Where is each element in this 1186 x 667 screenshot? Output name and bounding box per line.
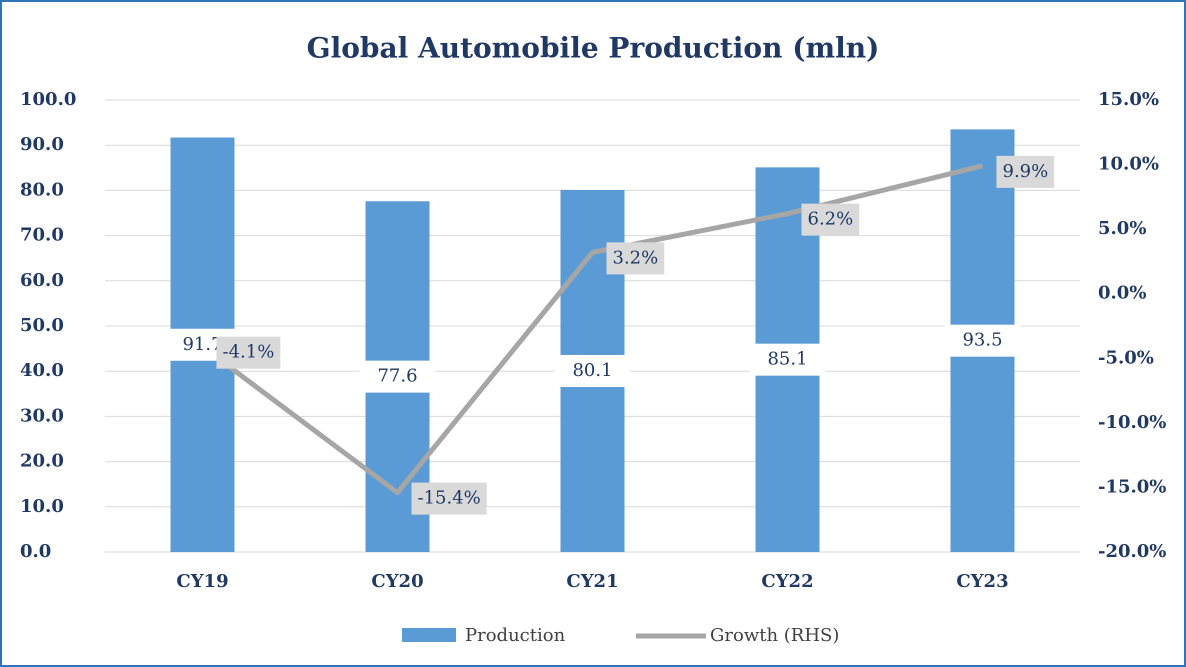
line	[201, 163, 984, 496]
y-tick-label: 30.0	[20, 405, 64, 426]
y-tick-label: 90.0	[20, 134, 64, 155]
line-label-box	[411, 482, 487, 515]
line-label: 9.9%	[1003, 161, 1049, 182]
data-label: 91.7	[182, 334, 222, 355]
legend-swatch	[402, 628, 456, 642]
line-label: 3.2%	[613, 247, 659, 268]
x-tick-label: CY19	[176, 571, 228, 592]
x-tick-label: CY20	[371, 571, 423, 592]
y-tick-label: 40.0	[20, 360, 64, 381]
data-label: 93.5	[962, 330, 1002, 351]
line-label: 6.2%	[808, 209, 854, 230]
y2-tick-label: -20.0%	[1098, 541, 1166, 562]
line-label-box	[801, 203, 860, 236]
data-label-box	[359, 360, 436, 393]
y2-tick-label: 0.0%	[1098, 283, 1146, 304]
line-label: -15.4%	[418, 488, 481, 509]
line-label-box	[606, 242, 665, 275]
legend-label: Production	[465, 625, 566, 646]
chart-title: Global Automobile Production (mln)	[307, 32, 880, 65]
x-tick-label: CY22	[761, 571, 813, 592]
y2-tick-label: 15.0%	[1098, 89, 1159, 110]
legend-label: Growth (RHS)	[710, 625, 839, 646]
x-tick-label: CY23	[956, 571, 1008, 592]
data-label-box	[944, 324, 1021, 357]
y2-tick-label: 5.0%	[1098, 218, 1146, 239]
y-tick-label: 100.0	[20, 89, 76, 110]
y-tick-label: 20.0	[20, 451, 64, 472]
line-label-box	[216, 336, 281, 369]
y2-tick-label: 10.0%	[1098, 154, 1159, 175]
data-label-box	[554, 354, 631, 387]
data-label: 77.6	[377, 366, 417, 387]
y2-tick-label: -10.0%	[1098, 412, 1166, 433]
data-label-box	[749, 343, 826, 376]
line-label: -4.1%	[223, 342, 275, 363]
y-tick-label: 80.0	[20, 179, 64, 200]
line-label-box	[996, 155, 1055, 188]
y2-tick-label: -15.0%	[1098, 476, 1166, 497]
y-tick-label: 60.0	[20, 270, 64, 291]
data-label: 80.1	[572, 360, 612, 381]
y2-tick-label: -5.0%	[1098, 347, 1154, 368]
y-tick-label: 70.0	[20, 225, 64, 246]
y-tick-label: 50.0	[20, 315, 64, 336]
data-label: 85.1	[767, 349, 807, 370]
y-tick-label: 0.0	[20, 541, 51, 562]
x-tick-label: CY21	[566, 571, 618, 592]
y-tick-label: 10.0	[20, 496, 64, 517]
